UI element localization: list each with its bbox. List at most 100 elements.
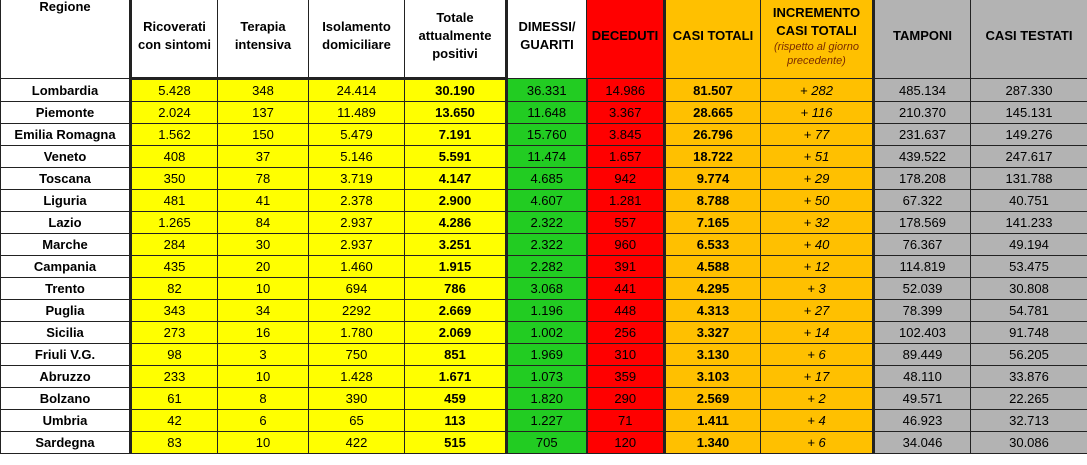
cell-isolamento: 1.460 [308, 255, 405, 278]
cell-incremento: + 116 [760, 101, 875, 124]
cell-tamponi: 485.134 [873, 78, 971, 102]
cell-terapia: 30 [217, 233, 309, 256]
cell-terapia: 150 [217, 123, 309, 146]
cell-deceduti: 359 [586, 365, 665, 388]
cell-ricoverati: 273 [130, 321, 218, 344]
cell-tamponi: 439.522 [873, 145, 971, 168]
cell-dimessi: 1.820 [506, 387, 588, 410]
header-dimessi: DIMESSI/ GUARITI [505, 0, 587, 79]
table-row: Friuli V.G. 98 3 750 851 1.969 310 3.130 + 6 89.4… [0, 343, 1087, 366]
cell-casi-testati: 287.330 [970, 78, 1087, 102]
cell-terapia: 8 [217, 387, 309, 410]
cell-regione: Sardegna [0, 431, 132, 454]
cell-tamponi: 67.322 [873, 189, 971, 212]
cell-casi-testati: 30.808 [970, 277, 1087, 300]
cell-incremento: + 12 [760, 255, 875, 278]
cell-terapia: 41 [217, 189, 309, 212]
cell-incremento: + 6 [760, 431, 875, 454]
cell-totale: 1.915 [404, 255, 508, 278]
table-row: Trento 82 10 694 786 3.068 441 4.295 + 3 52.039 30… [0, 277, 1087, 300]
cell-isolamento: 11.489 [308, 101, 405, 124]
cell-ricoverati: 435 [130, 255, 218, 278]
cell-ricoverati: 233 [130, 365, 218, 388]
cell-casi-testati: 32.713 [970, 409, 1087, 432]
cell-ricoverati: 284 [130, 233, 218, 256]
cell-dimessi: 4.607 [506, 189, 588, 212]
header-terapia: Terapia intensiva [217, 0, 309, 80]
cell-casi-testati: 141.233 [970, 211, 1087, 234]
cell-isolamento: 2.378 [308, 189, 405, 212]
cell-terapia: 16 [217, 321, 309, 344]
cell-regione: Trento [0, 277, 132, 300]
cell-casi-testati: 53.475 [970, 255, 1087, 278]
cell-deceduti: 1.657 [586, 145, 665, 168]
cell-regione: Piemonte [0, 101, 132, 124]
cell-casi-totali: 1.411 [663, 409, 761, 432]
cell-dimessi: 1.969 [506, 343, 588, 366]
cell-ricoverati: 98 [130, 343, 218, 366]
cell-incremento: + 32 [760, 211, 875, 234]
cell-casi-testati: 54.781 [970, 299, 1087, 322]
cell-casi-testati: 30.086 [970, 431, 1087, 454]
cell-terapia: 78 [217, 167, 309, 190]
cell-regione: Campania [0, 255, 132, 278]
cell-tamponi: 78.399 [873, 299, 971, 322]
cell-casi-testati: 145.131 [970, 101, 1087, 124]
table-row: Liguria 481 41 2.378 2.900 4.607 1.281 8.788 + 5… [0, 189, 1087, 212]
cell-dimessi: 2.322 [506, 211, 588, 234]
cell-tamponi: 89.449 [873, 343, 971, 366]
cell-incremento: + 29 [760, 167, 875, 190]
cell-regione: Umbria [0, 409, 132, 432]
cell-dimessi: 1.227 [506, 409, 588, 432]
cell-regione: Bolzano [0, 387, 132, 410]
cell-ricoverati: 83 [130, 431, 218, 454]
cell-casi-totali: 18.722 [663, 145, 761, 168]
cell-totale: 2.069 [404, 321, 508, 344]
cell-regione: Toscana [0, 167, 132, 190]
cell-deceduti: 3.845 [586, 123, 665, 146]
cell-isolamento: 694 [308, 277, 405, 300]
cell-tamponi: 178.569 [873, 211, 971, 234]
cell-ricoverati: 481 [130, 189, 218, 212]
cell-casi-totali: 3.130 [663, 343, 761, 366]
cell-deceduti: 1.281 [586, 189, 665, 212]
cell-dimessi: 4.685 [506, 167, 588, 190]
cell-isolamento: 1.780 [308, 321, 405, 344]
header-regione: Regione [0, 0, 132, 79]
table-row: Puglia 343 34 2292 2.669 1.196 448 4.313 + 27 78.… [0, 299, 1087, 322]
cell-terapia: 84 [217, 211, 309, 234]
cell-ricoverati: 82 [130, 277, 218, 300]
cell-isolamento: 750 [308, 343, 405, 366]
table-row: Emilia Romagna 1.562 150 5.479 7.191 15.760 3.… [0, 123, 1087, 146]
header-casi-totali: CASI TOTALI [663, 0, 761, 79]
cell-incremento: + 27 [760, 299, 875, 322]
cell-dimessi: 1.196 [506, 299, 588, 322]
cell-totale: 4.147 [404, 167, 508, 190]
cell-totale: 3.251 [404, 233, 508, 256]
cell-casi-totali: 3.327 [663, 321, 761, 344]
cell-casi-totali: 3.103 [663, 365, 761, 388]
cell-deceduti: 942 [586, 167, 665, 190]
cell-terapia: 37 [217, 145, 309, 168]
cell-deceduti: 441 [586, 277, 665, 300]
cell-regione: Friuli V.G. [0, 343, 132, 366]
cell-isolamento: 5.479 [308, 123, 405, 146]
cell-tamponi: 76.367 [873, 233, 971, 256]
cell-terapia: 20 [217, 255, 309, 278]
cell-casi-testati: 22.265 [970, 387, 1087, 410]
cell-ricoverati: 61 [130, 387, 218, 410]
cell-isolamento: 2.937 [308, 211, 405, 234]
table-row: Piemonte 2.024 137 11.489 13.650 11.648 3.367 2… [0, 101, 1087, 124]
cell-incremento: + 51 [760, 145, 875, 168]
cell-isolamento: 2.937 [308, 233, 405, 256]
cell-regione: Abruzzo [0, 365, 132, 388]
cell-casi-testati: 131.788 [970, 167, 1087, 190]
table-row: Umbria 42 6 65 113 1.227 71 1.411 + 4 46.923 32.71… [0, 409, 1087, 432]
cell-dimessi: 15.760 [506, 123, 588, 146]
cell-deceduti: 14.986 [586, 78, 665, 102]
cell-regione: Veneto [0, 145, 132, 168]
cell-terapia: 34 [217, 299, 309, 322]
cell-incremento: + 77 [760, 123, 875, 146]
cell-incremento: + 2 [760, 387, 875, 410]
cell-tamponi: 231.637 [873, 123, 971, 146]
